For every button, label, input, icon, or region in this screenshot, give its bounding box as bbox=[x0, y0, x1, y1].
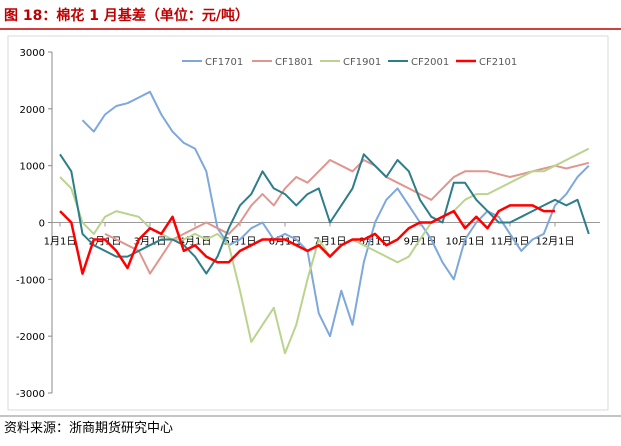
y-tick-label: -1000 bbox=[16, 275, 45, 286]
legend-label: CF1901 bbox=[343, 57, 381, 68]
series-line bbox=[59, 147, 590, 355]
source: 资料来源：浙商期货研究中心 bbox=[4, 420, 173, 436]
plot-frame bbox=[7, 35, 609, 411]
y-tick-label: 1000 bbox=[20, 162, 45, 173]
legend-label: CF2001 bbox=[411, 57, 449, 68]
chart-title: 图 18：棉花 1 月基差（单位：元/吨） bbox=[4, 7, 249, 24]
y-tick-label: -3000 bbox=[16, 389, 45, 400]
series-line bbox=[104, 159, 590, 275]
legend-label: CF1801 bbox=[275, 57, 313, 68]
legend-label: CF1701 bbox=[205, 57, 243, 68]
x-tick-label: 9月1日 bbox=[404, 236, 437, 248]
y-tick-label: 3000 bbox=[20, 48, 45, 59]
x-tick-label: 11月1日 bbox=[490, 236, 529, 248]
y-tick-label: 0 bbox=[39, 219, 45, 230]
x-tick-label: 3月1日 bbox=[134, 236, 167, 248]
series-line bbox=[81, 90, 590, 338]
x-tick-label: 1月1日 bbox=[44, 236, 77, 248]
y-tick-label: -2000 bbox=[16, 332, 45, 343]
legend-label: CF2101 bbox=[479, 57, 517, 68]
y-tick-label: 2000 bbox=[20, 105, 45, 116]
series-line bbox=[59, 204, 555, 275]
series-line bbox=[59, 153, 590, 275]
x-tick-label: 12月1日 bbox=[535, 236, 574, 248]
